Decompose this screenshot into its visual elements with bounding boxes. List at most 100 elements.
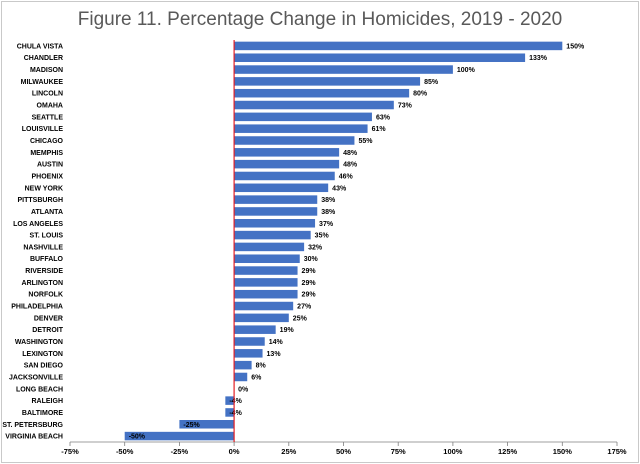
category-label-austin: AUSTIN — [37, 162, 63, 169]
value-label-detroit: 19% — [280, 327, 295, 334]
value-label-chicago: 55% — [358, 138, 373, 145]
value-label-raleigh: -4% — [229, 398, 242, 405]
bar-louisville — [234, 124, 368, 133]
bar-baltimore — [225, 408, 235, 417]
category-label-los-angeles: LOS ANGELES — [13, 221, 63, 228]
category-label-virginia-beach: VIRGINIA BEACH — [5, 434, 63, 441]
category-label-baltimore: BALTIMORE — [22, 410, 63, 417]
value-label-washington: 14% — [269, 339, 284, 346]
x-tick-label: 175% — [607, 447, 627, 456]
bar-memphis — [234, 148, 340, 157]
category-label-seattle: SEATTLE — [32, 114, 64, 121]
category-label-nashville: NASHVILLE — [23, 244, 63, 251]
x-tick-label: 150% — [553, 447, 573, 456]
category-label-chicago: CHICAGO — [30, 138, 64, 145]
category-label-st-petersburg: ST. PETERSBURG — [2, 422, 63, 429]
bar-san-diego — [234, 360, 252, 370]
x-tick-label: 100% — [443, 447, 463, 456]
value-label-norfolk: 29% — [302, 292, 317, 299]
value-label-st-louis: 35% — [315, 233, 330, 240]
category-label-phoenix: PHOENIX — [31, 173, 63, 180]
category-label-norfolk: NORFOLK — [28, 292, 63, 299]
category-label-madison: MADISON — [30, 67, 63, 74]
x-tick-label: 0% — [229, 447, 240, 456]
category-label-milwaukee: MILWAUKEE — [21, 79, 64, 86]
bar-pittsburgh — [234, 195, 318, 204]
bar-new-york — [234, 183, 329, 193]
category-label-philadelphia: PHILADELPHIA — [11, 304, 63, 311]
value-label-austin: 48% — [343, 162, 358, 169]
value-label-omaha: 73% — [398, 103, 413, 110]
category-label-denver: DENVER — [34, 315, 63, 322]
bar-omaha — [234, 100, 394, 110]
value-label-lexington: 13% — [267, 351, 282, 358]
value-label-arlington: 29% — [302, 280, 317, 287]
value-label-phoenix: 46% — [339, 173, 354, 180]
bar-st-petersburg — [179, 420, 235, 429]
x-tick-label: 75% — [391, 447, 406, 456]
bar-norfolk — [234, 289, 298, 299]
x-tick-label: 125% — [498, 447, 518, 456]
value-label-los-angeles: 37% — [319, 221, 334, 228]
x-tick-label: 50% — [336, 447, 351, 456]
category-label-washington: WASHINGTON — [15, 339, 63, 346]
bar-denver — [234, 313, 289, 323]
bar-raleigh — [225, 396, 235, 405]
x-tick-label: -75% — [61, 447, 79, 456]
bar-madison — [234, 65, 453, 74]
category-label-detroit: DETROIT — [32, 327, 63, 334]
bar-virginia-beach — [124, 431, 235, 441]
category-label-long-beach: LONG BEACH — [16, 386, 63, 393]
value-label-seattle: 63% — [376, 114, 391, 121]
bar-arlington — [234, 278, 298, 287]
category-label-buffalo: BUFFALO — [30, 256, 64, 263]
value-label-lincoln: 80% — [413, 91, 428, 98]
category-label-riverside: RIVERSIDE — [25, 268, 63, 275]
value-label-chula-vista: 150% — [566, 43, 585, 50]
bar-detroit — [234, 325, 276, 334]
bar-washington — [234, 337, 265, 346]
value-label-atlanta: 38% — [321, 209, 336, 216]
value-label-san-diego: 8% — [256, 363, 267, 370]
category-label-omaha: OMAHA — [37, 103, 63, 110]
value-label-milwaukee: 85% — [424, 79, 439, 86]
value-label-memphis: 48% — [343, 150, 358, 157]
x-tick-label: -50% — [116, 447, 134, 456]
category-label-san-diego: SAN DIEGO — [24, 363, 64, 370]
bar-philadelphia — [234, 301, 294, 311]
bar-lexington — [234, 349, 263, 358]
category-label-chula-vista: CHULA VISTA — [17, 43, 63, 50]
bar-st-louis — [234, 230, 311, 240]
category-label-pittsburgh: PITTSBURGH — [18, 197, 64, 204]
category-label-memphis: MEMPHIS — [30, 150, 63, 157]
value-label-louisville: 61% — [372, 126, 387, 133]
bar-chula-vista — [234, 41, 563, 51]
bar-phoenix — [234, 171, 335, 181]
category-label-arlington: ARLINGTON — [22, 280, 63, 287]
value-label-pittsburgh: 38% — [321, 197, 336, 204]
bar-los-angeles — [234, 219, 316, 228]
bar-buffalo — [234, 254, 300, 263]
bar-chandler — [234, 53, 526, 62]
bar-riverside — [234, 266, 298, 275]
category-label-raleigh: RALEIGH — [32, 398, 64, 405]
bar-milwaukee — [234, 77, 421, 86]
bar-chicago — [234, 136, 355, 145]
bar-lincoln — [234, 88, 410, 98]
category-label-st-louis: ST. LOUIS — [30, 233, 64, 240]
value-label-philadelphia: 27% — [297, 304, 312, 311]
category-label-new-york: NEW YORK — [25, 185, 63, 192]
category-label-lexington: LEXINGTON — [22, 351, 63, 358]
value-label-nashville: 32% — [308, 244, 323, 251]
value-label-buffalo: 30% — [304, 256, 319, 263]
value-label-denver: 25% — [293, 315, 308, 322]
chart-title: Figure 11. Percentage Change in Homicide… — [77, 9, 563, 30]
category-label-chandler: CHANDLER — [24, 55, 63, 62]
bar-atlanta — [234, 207, 318, 216]
value-label-baltimore: -4% — [229, 410, 242, 417]
bar-austin — [234, 159, 340, 169]
x-tick-label: -25% — [171, 447, 189, 456]
value-label-st-petersburg: -25% — [183, 422, 200, 429]
value-label-chandler: 133% — [529, 55, 548, 62]
